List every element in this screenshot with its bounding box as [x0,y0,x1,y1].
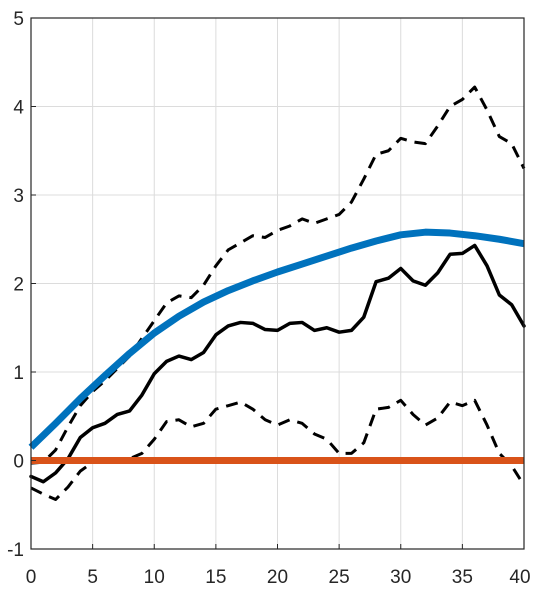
series-group [28,85,526,501]
x-tick-label: 0 [26,567,37,588]
x-tick-label: 10 [144,567,165,588]
grid [30,17,525,550]
x-tick-label: 15 [205,567,226,588]
x-tick-label: 40 [509,567,530,588]
x-tick-label: 30 [390,567,411,588]
y-tick-label: 1 [13,363,24,384]
y-tick-label: -1 [7,540,24,561]
y-tick-label: 5 [13,9,24,30]
x-tick-label: 20 [267,567,288,588]
x-tick-label: 25 [329,567,350,588]
x-tick-label: 35 [452,567,473,588]
series-line-smooth [28,228,525,450]
y-tick-label: 4 [13,98,24,119]
y-tick-label: 0 [13,452,24,473]
y-tick-label: 3 [13,186,24,207]
x-tick-label: 5 [87,567,98,588]
series-line-estimate [29,243,526,484]
y-tick-label: 2 [13,275,24,296]
